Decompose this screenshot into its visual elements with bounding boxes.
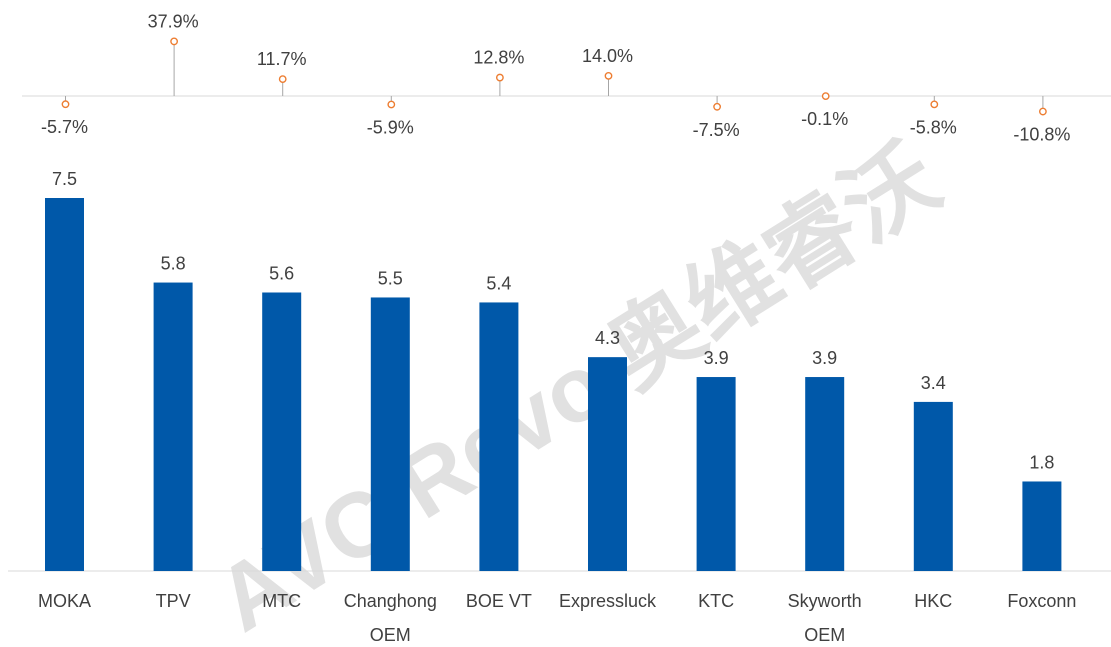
bar <box>913 401 953 571</box>
bar-value-label: 4.3 <box>595 328 620 348</box>
bar <box>479 302 519 571</box>
bar-value-label: 1.8 <box>1029 452 1054 472</box>
growth-marker <box>821 92 830 101</box>
bar-value-label: 3.9 <box>812 348 837 368</box>
bar-value-label: 5.5 <box>378 268 403 288</box>
bar-value-labels: 7.5 5.8 5.6 5.5 5.4 4.3 3.9 3.9 3.4 1.8 <box>52 169 1054 472</box>
growth-marker <box>1039 107 1047 116</box>
growth-marker <box>61 100 70 109</box>
x-tick-label: KTC <box>698 591 734 611</box>
growth-label: 37.9% <box>148 11 199 31</box>
bar-value-label: 7.5 <box>52 169 77 189</box>
growth-marker <box>495 73 504 82</box>
growth-labels: -5.7% 37.9% 11.7% -5.9% 12.8% 14.0% -7.5% -0.1%… <box>41 11 1070 144</box>
x-tick-label: Changhong <box>344 591 437 611</box>
bars <box>45 198 1062 571</box>
bar <box>588 357 627 571</box>
growth-label: -10.8% <box>1013 125 1070 145</box>
x-tick-label: OEM <box>370 625 411 645</box>
growth-marker <box>170 37 179 46</box>
bar <box>370 297 410 571</box>
growth-label: -5.7% <box>41 117 88 137</box>
bar <box>45 198 84 571</box>
watermark-cjk: 奥维睿沃 <box>590 126 956 408</box>
x-tick-label: Expressluck <box>559 591 657 611</box>
x-tick-label: MTC <box>262 591 301 611</box>
growth-marker <box>387 100 396 109</box>
bar <box>805 377 845 571</box>
x-tick-label: MOKA <box>38 591 91 611</box>
x-tick-label: OEM <box>804 625 845 645</box>
growth-stems <box>65 41 1044 112</box>
bar-value-label: 3.4 <box>921 373 946 393</box>
x-tick-label: BOE VT <box>466 591 532 611</box>
growth-label: -5.8% <box>910 117 957 137</box>
growth-marker <box>713 102 721 111</box>
bar-value-label: 5.8 <box>161 254 186 274</box>
growth-label: -0.1% <box>801 109 848 129</box>
bar-value-label: 5.6 <box>269 263 294 283</box>
bar <box>696 377 736 571</box>
x-tick-label: Foxconn <box>1007 591 1076 611</box>
growth-marker <box>604 71 613 80</box>
bar <box>153 282 193 571</box>
growth-marker <box>278 75 287 84</box>
x-tick-label: HKC <box>914 591 952 611</box>
growth-label: -5.9% <box>367 117 414 137</box>
growth-label: 12.8% <box>473 48 524 68</box>
x-tick-label: TPV <box>156 591 191 611</box>
growth-label: -7.5% <box>693 120 740 140</box>
growth-label: 11.7% <box>257 49 307 69</box>
x-tick-label: Skyworth <box>788 591 862 611</box>
bar <box>1022 481 1062 571</box>
growth-marker <box>930 100 939 109</box>
growth-markers <box>61 37 1047 116</box>
bar-value-label: 3.9 <box>704 348 729 368</box>
growth-label: 14.0% <box>582 46 633 66</box>
x-tick-labels: MOKA TPV MTC Changhong OEM BOE VT Expressluck K… <box>38 591 1076 645</box>
bar-value-label: 5.4 <box>486 273 511 293</box>
bar <box>262 292 302 571</box>
